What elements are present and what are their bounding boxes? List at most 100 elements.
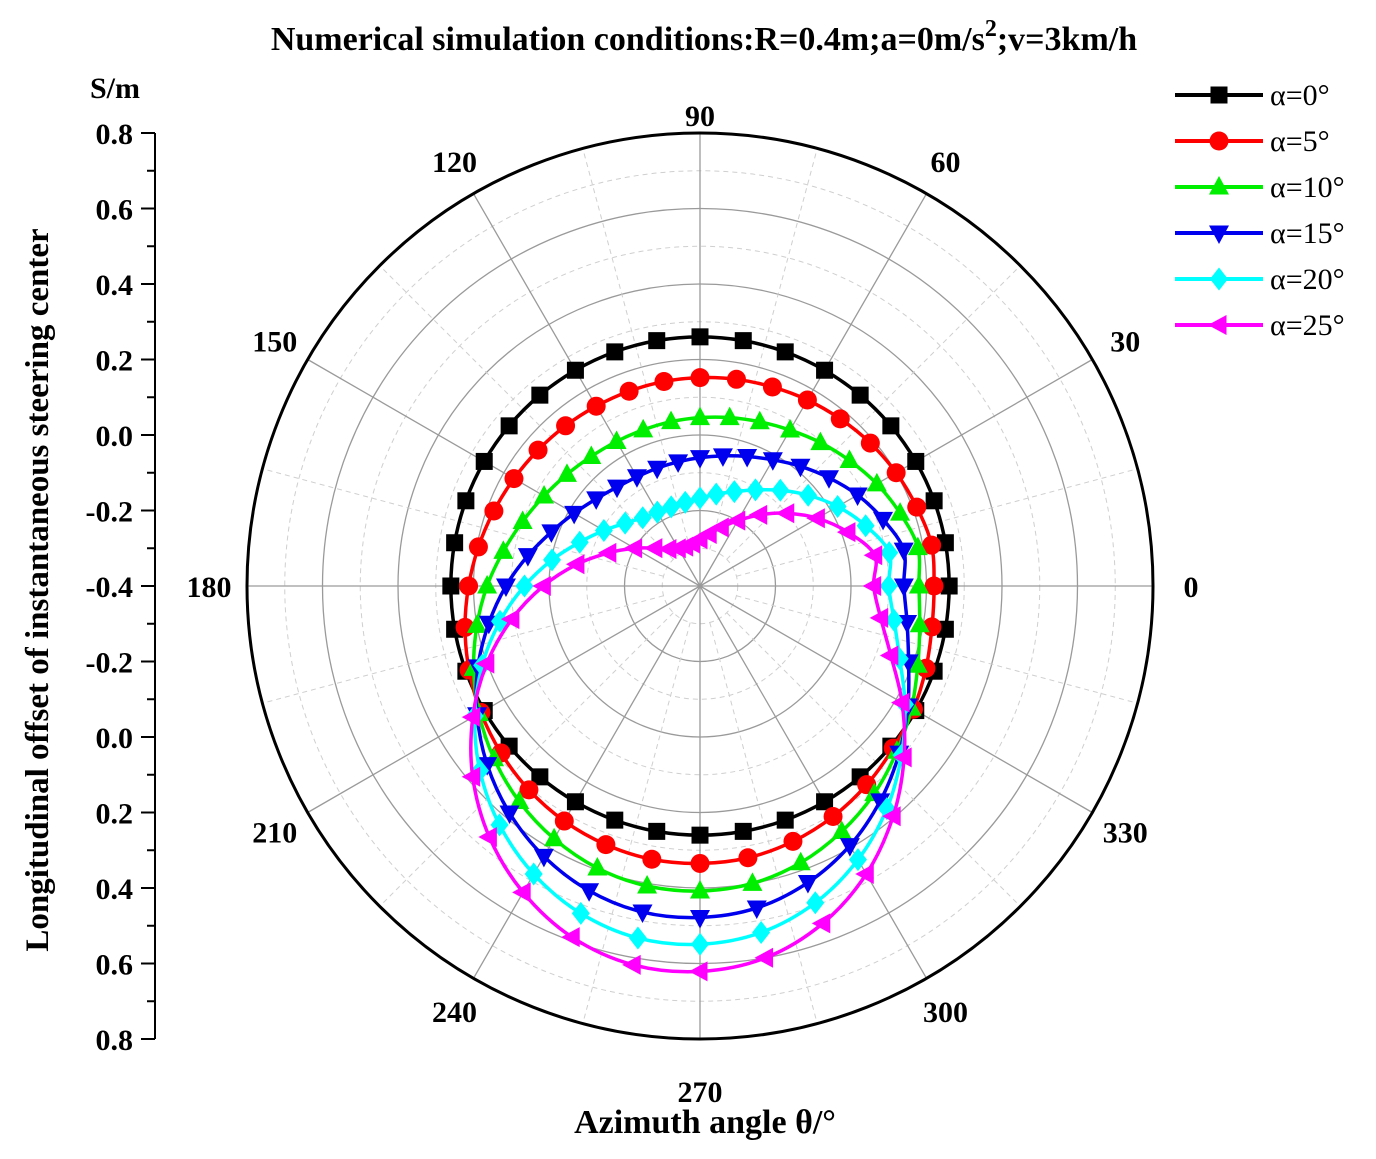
series-0 (442, 328, 958, 844)
series-point (544, 827, 565, 847)
series-point (499, 805, 520, 825)
series-point (839, 838, 860, 857)
grid-spoke-minor (379, 612, 674, 907)
series-point (556, 416, 576, 436)
series-4 (465, 478, 914, 956)
series-point (586, 396, 606, 416)
series-point (541, 524, 562, 543)
series-point (623, 538, 643, 559)
series-5 (461, 503, 912, 982)
series-point (534, 484, 555, 504)
grid-spoke-major (699, 193, 928, 587)
series-point (749, 410, 770, 430)
grid-spoke-minor (736, 468, 1138, 577)
grid-spoke-minor (709, 622, 818, 1024)
grid-spoke-major (472, 193, 701, 587)
series-point (587, 857, 608, 876)
series-point (816, 361, 834, 379)
series-point (642, 849, 662, 869)
series-point (690, 406, 710, 426)
series-point (831, 820, 852, 840)
series-point (712, 448, 733, 467)
theta-tick-labels: 0 30 60 90 120 150 180 210 240 270 300 330 (187, 100, 1199, 1109)
series-point (461, 707, 481, 728)
series-point (632, 904, 653, 924)
series-point (581, 445, 602, 464)
series-point (564, 505, 585, 525)
series-point (780, 419, 801, 438)
series-point (762, 452, 783, 471)
series-point (657, 538, 677, 559)
radial-tick-label: 0.6 (96, 194, 134, 227)
series-point (707, 482, 726, 506)
series-point (799, 483, 818, 507)
grid-spoke-minor (379, 265, 674, 560)
series-point (561, 927, 580, 948)
series-point (637, 875, 658, 894)
grid-spoke-minor (726, 612, 1021, 907)
series-point (925, 492, 943, 510)
series-point (848, 848, 867, 872)
series-point (571, 901, 590, 925)
series-point (811, 913, 831, 934)
series-point (818, 470, 839, 489)
outer-ring (245, 131, 1155, 1041)
series-2 (463, 406, 930, 899)
series-3 (467, 448, 919, 929)
series-point (790, 851, 811, 871)
series-point (668, 454, 689, 473)
series-point (475, 452, 493, 470)
radial-tick-label: 0.8 (96, 1024, 134, 1057)
series-point (459, 576, 479, 596)
series-point (676, 490, 695, 514)
series-point (797, 390, 817, 410)
series-point (737, 449, 758, 468)
theta-tick-label: 60 (931, 146, 961, 179)
series-point (648, 332, 666, 350)
series-point (524, 862, 543, 886)
series-point (734, 822, 752, 840)
series-point (922, 535, 942, 555)
series-point (531, 768, 549, 786)
series-point (830, 409, 850, 429)
series-point (475, 653, 495, 674)
series-point (880, 541, 899, 565)
series-point (468, 537, 488, 557)
series-point (628, 926, 647, 950)
series-point (907, 536, 928, 556)
theta-tick-label: 30 (1110, 326, 1140, 359)
theta-tick-label: 0 (1184, 571, 1199, 604)
series-point (661, 410, 682, 430)
series-point (648, 500, 667, 524)
series-point (466, 614, 487, 633)
series-point (495, 578, 516, 597)
series-point (633, 506, 652, 530)
series-point (594, 519, 613, 543)
legend-item: α=20° (1175, 263, 1345, 296)
series-point (828, 495, 847, 519)
series-point (775, 503, 795, 524)
radial-tick-label: -0.2 (86, 647, 134, 680)
series-point (597, 542, 617, 563)
legend: α=0° α=5° α=10° α=15° α=20° α=25° (1175, 79, 1345, 342)
radial-tick-label: 0.0 (96, 722, 134, 755)
series-point (762, 377, 782, 397)
theta-tick-label: 300 (923, 996, 968, 1029)
legend-marker (1208, 315, 1227, 335)
radial-tick-label: 0.0 (96, 420, 134, 453)
series-point (893, 578, 914, 597)
theta-tick-label: 270 (678, 1076, 723, 1109)
series-point (643, 538, 663, 559)
series-point (719, 406, 740, 426)
series-point (477, 757, 498, 776)
series-point (512, 882, 531, 903)
series-point (654, 372, 674, 392)
series-point (457, 492, 475, 510)
series-point (924, 576, 944, 596)
legend-label: α=25° (1270, 309, 1345, 342)
series-point (442, 577, 460, 595)
legend-marker (1209, 131, 1229, 151)
series-line (474, 454, 911, 920)
polar-grid (245, 131, 1155, 1041)
